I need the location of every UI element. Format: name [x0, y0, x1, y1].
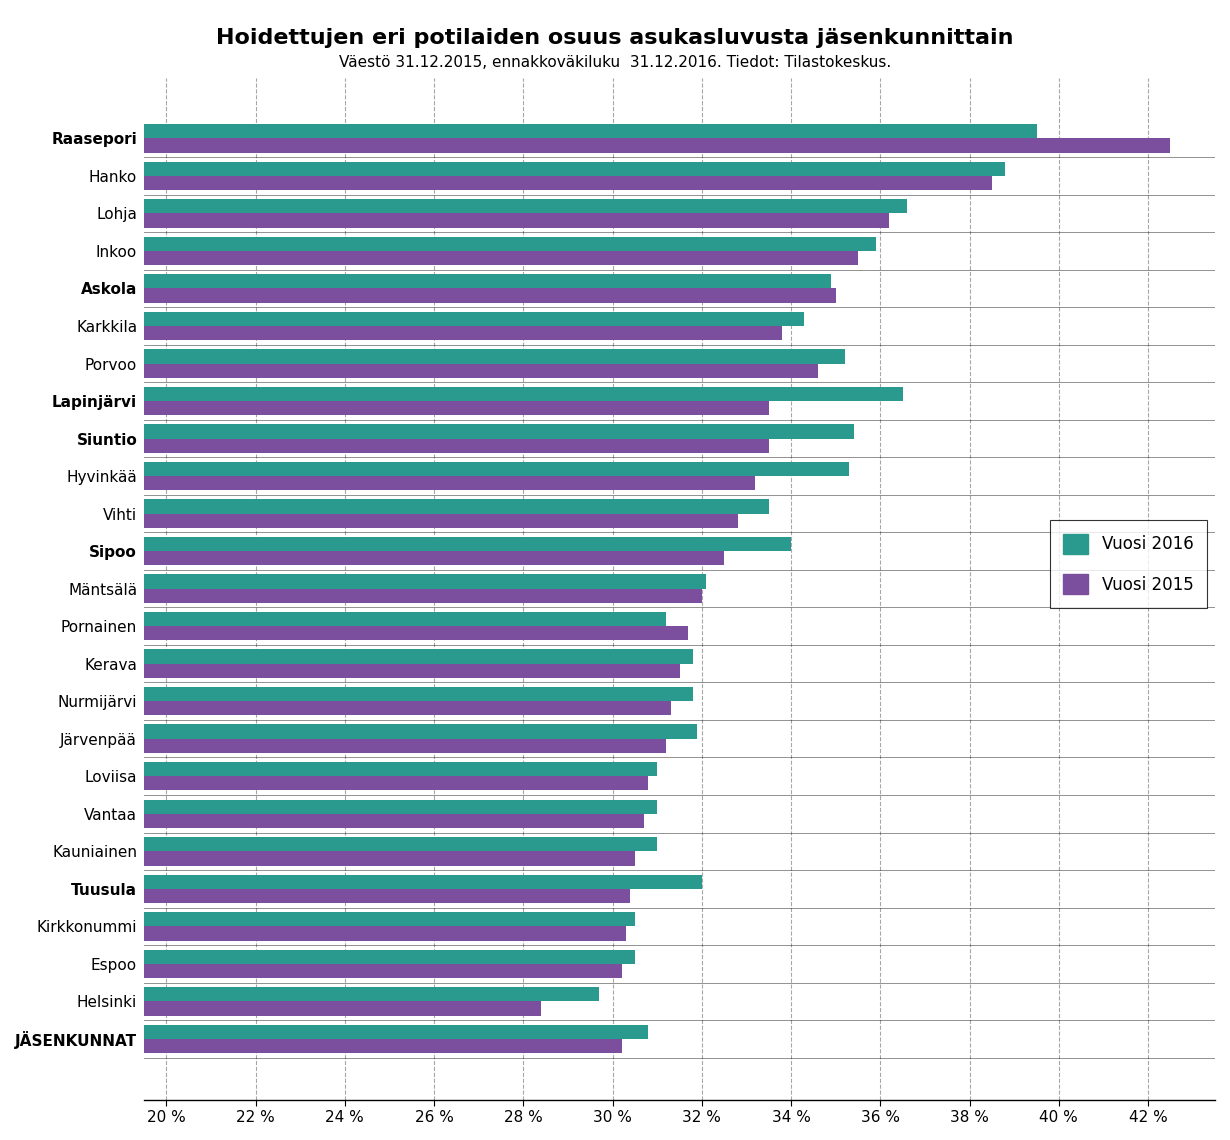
Bar	[0, 724, 697, 739]
Bar	[0, 237, 876, 251]
Bar	[0, 275, 831, 288]
Bar	[0, 138, 1171, 153]
Bar	[0, 762, 657, 776]
Bar	[0, 852, 635, 865]
Bar	[0, 739, 667, 754]
Bar	[0, 551, 724, 565]
Bar	[0, 612, 667, 626]
Bar	[0, 950, 635, 963]
Bar	[0, 213, 889, 228]
Bar	[0, 837, 657, 852]
Bar	[0, 124, 1037, 138]
Bar	[0, 874, 702, 889]
Bar	[0, 889, 631, 903]
Bar	[0, 1039, 621, 1053]
Bar	[0, 650, 692, 663]
Bar	[0, 537, 791, 551]
Bar	[0, 575, 706, 588]
Bar	[0, 1025, 648, 1039]
Bar	[0, 401, 769, 415]
Text: Väestö 31.12.2015, ennakkoväkiluku  31.12.2016. Tiedot: Tilastokeskus.: Väestö 31.12.2015, ennakkoväkiluku 31.12…	[339, 55, 891, 70]
Bar	[0, 462, 849, 477]
Bar	[0, 176, 991, 190]
Bar	[0, 799, 657, 814]
Bar	[0, 1001, 541, 1016]
Bar	[0, 776, 648, 790]
Bar	[0, 311, 804, 326]
Bar	[0, 251, 859, 266]
Bar	[0, 326, 782, 340]
Bar	[0, 439, 769, 453]
Bar	[0, 499, 769, 514]
Bar	[0, 386, 903, 401]
Bar	[0, 364, 818, 377]
Bar	[0, 987, 599, 1001]
Bar	[0, 424, 854, 439]
Legend: Vuosi 2016, Vuosi 2015: Vuosi 2016, Vuosi 2015	[1050, 520, 1207, 608]
Bar	[0, 814, 643, 828]
Bar	[0, 477, 755, 490]
Bar	[0, 588, 702, 603]
Bar	[0, 963, 621, 978]
Bar	[0, 514, 738, 528]
Bar	[0, 912, 635, 927]
Bar	[0, 162, 1005, 176]
Bar	[0, 626, 689, 641]
Bar	[0, 701, 670, 716]
Bar	[0, 200, 907, 213]
Bar	[0, 663, 679, 678]
Bar	[0, 687, 692, 701]
Bar	[0, 927, 626, 940]
Bar	[0, 288, 835, 303]
Bar	[0, 349, 845, 364]
Text: Hoidettujen eri potilaiden osuus asukasluvusta jäsenkunnittain: Hoidettujen eri potilaiden osuus asukasl…	[216, 28, 1014, 49]
